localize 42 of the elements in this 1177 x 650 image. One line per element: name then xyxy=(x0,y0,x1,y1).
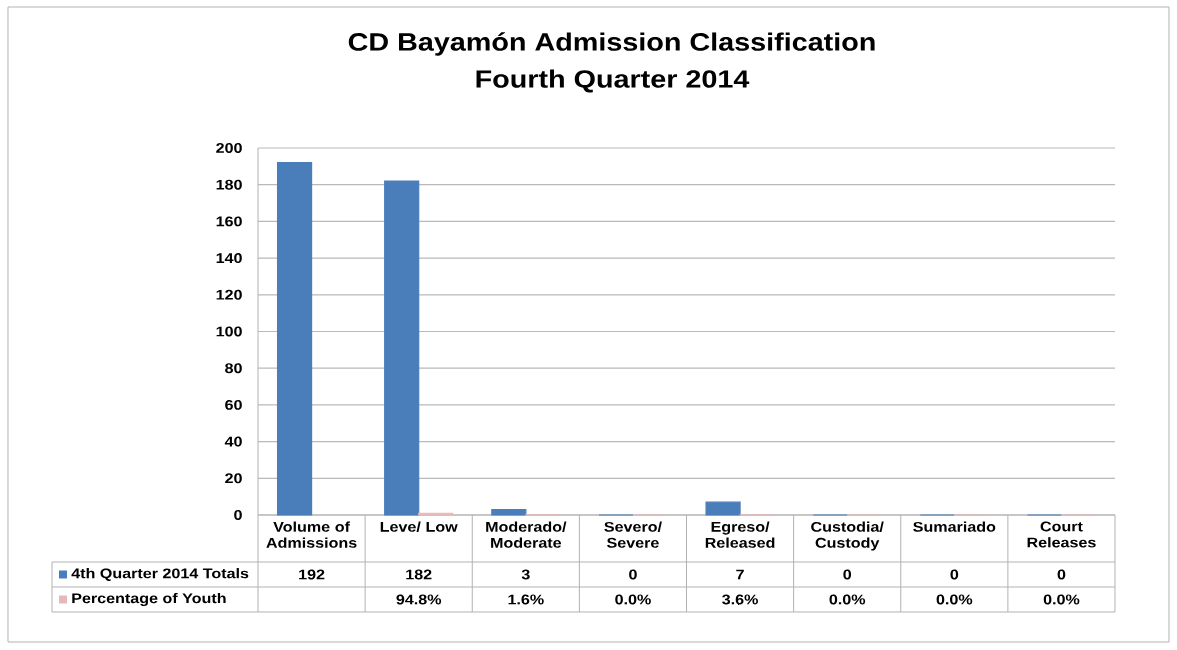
data-label: 3.6% xyxy=(722,594,758,605)
data-label: 0 xyxy=(843,569,852,580)
data-label: 3 xyxy=(521,569,530,580)
y-tick-label: 40 xyxy=(224,436,242,447)
y-tick-label: 120 xyxy=(216,289,242,300)
data-label: 0.0% xyxy=(615,594,651,605)
y-tick-label: 60 xyxy=(225,399,242,410)
x-tick-label: Court Releases xyxy=(1027,521,1096,548)
bar xyxy=(276,162,313,516)
y-tick-label: 200 xyxy=(216,143,242,153)
data-label: 0 xyxy=(629,569,637,580)
y-tick-label: 140 xyxy=(216,253,242,264)
x-tick-label: Custodia/ Custody xyxy=(811,521,884,551)
data-label: 192 xyxy=(299,569,325,580)
data-label: 0 xyxy=(1057,569,1066,580)
chart-subtitle: Fourth Quarter 2014 xyxy=(476,69,750,93)
data-label: 182 xyxy=(406,569,432,580)
legend-label: 4th Quarter 2014 Totals xyxy=(71,568,249,581)
bar xyxy=(384,180,420,516)
data-label: 7 xyxy=(736,569,744,580)
y-tick-label: 160 xyxy=(216,216,242,227)
data-label: 1.6% xyxy=(508,594,544,605)
data-label: 0.0% xyxy=(936,594,973,605)
bar xyxy=(705,501,741,516)
x-tick-label: Sumariado xyxy=(913,521,996,532)
x-tick-label: Moderado/ Moderate xyxy=(486,521,567,548)
data-label: 0.0% xyxy=(829,594,866,605)
y-tick-label: 0 xyxy=(234,510,242,520)
data-label: 0.0% xyxy=(1043,594,1080,605)
x-tick-label: Severo/ Severe xyxy=(604,521,662,548)
x-tick-label: Volume of Admissions xyxy=(266,521,357,548)
x-tick-label: Egreso/ Released xyxy=(705,521,775,548)
chart-title: CD Bayamón Admission Classification xyxy=(348,32,875,56)
x-tick-label: Leve/ Low xyxy=(380,521,458,532)
legend-label: Percentage of Youth xyxy=(72,592,226,607)
y-tick-label: 20 xyxy=(225,473,242,484)
bar xyxy=(491,508,527,516)
y-tick-label: 180 xyxy=(216,179,242,190)
data-label: 94.8% xyxy=(396,594,442,605)
y-tick-label: 80 xyxy=(225,363,242,374)
y-tick-label: 100 xyxy=(216,326,242,337)
data-label: 0 xyxy=(950,569,959,580)
